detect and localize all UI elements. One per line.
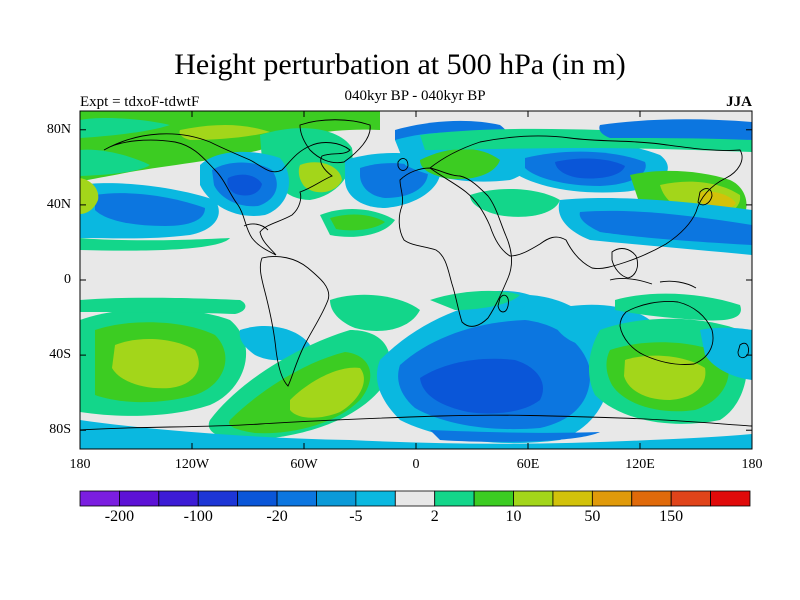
colorbar-label: 50 [584,508,601,525]
x-tick-label: 180 [741,457,763,472]
contour-darkblue-southocean [420,358,543,414]
colorbar-swatch [276,490,317,507]
coastline-australia [619,301,714,365]
coastline-uk [397,158,409,171]
axis-tickmarks [79,111,753,449]
colorbar-label: -100 [183,508,213,525]
colorbar-swatch [355,490,396,507]
coastlines [80,119,752,431]
chart-title: Height perturbation at 500 hPa (in m) [174,48,626,81]
contour-green-atl-yellow [330,214,385,231]
x-tick-label: 180 [69,457,91,472]
contour-yellowgreen-greenland [298,162,342,193]
coastline-southeast-asia [611,248,639,279]
y-tick-label: 0 [64,272,71,287]
coastline-indonesia [609,277,697,289]
contour-yellow-aus [624,355,706,400]
coastline-antarctica [80,414,752,431]
contour-green-mideast [470,188,560,217]
contour-cyan-antarctic [80,420,752,449]
contour-blue-npac-east [579,210,752,245]
colorbar-swatch [79,490,120,507]
y-tick-label: 40N [46,196,71,212]
colorbar-swatch [552,490,593,507]
colorbar-swatch [473,490,514,507]
colorbar-swatch [513,490,554,507]
colorbar-swatch [591,490,633,507]
contour-fields [80,111,752,449]
colorbar-label: 10 [505,508,522,525]
contour-yellow-sp-west [112,338,199,389]
colorbar-label: -200 [104,508,135,525]
coastline-north-america [103,133,351,256]
coastline-europe-africa [398,167,513,327]
x-tick-label: 120W [174,457,210,472]
colorbar-swatch [434,490,475,507]
x-tick-label: 0 [412,457,420,472]
colorbar-swatch [119,490,160,507]
chart-subtitle: 040kyr BP - 040kyr BP [344,88,486,104]
contour-yellow-satl [290,367,364,418]
colorbar-swatch [670,490,711,507]
coastline-eurasia [429,135,743,269]
coastline-greenland [299,119,371,164]
colorbar-swatch [197,490,239,507]
contour-green-satl-east [330,294,420,331]
colorbar [79,490,751,507]
colorbar-swatch [316,490,357,507]
x-tick-label: 60E [516,457,540,472]
contour-blue-antarctic [430,430,600,442]
contour-green-sam-band [80,297,246,314]
colorbar-label: -5 [349,508,363,525]
y-tick-label: 40S [49,347,71,363]
x-tick-label: 60W [290,457,318,472]
colorbar-swatch [158,490,199,507]
colorbar-swatch [631,490,672,507]
y-tick-label: 80S [49,422,71,438]
colorbar-swatch [237,490,278,507]
colorbar-swatch [710,490,751,507]
contour-green-npac-band [80,149,150,176]
x-tick-label: 120E [625,457,655,472]
colorbar-label: 2 [430,508,439,525]
contour-green-aus-north [615,293,741,321]
contour-lightgreen-na-north [179,125,270,140]
contour-blue-atl [360,163,428,198]
contour-lightgreen-pacific-east [80,117,170,138]
contour-green-siberia [420,148,500,180]
colorbar-label: 150 [659,508,684,525]
coastline-japan [697,188,713,206]
contour-blue-asia-north [599,119,752,140]
y-tick-label: 80N [46,121,71,137]
coastline-madagascar [497,294,509,313]
contour-darkblue-asia [555,158,625,179]
experiment-label: Expt = tdxoF-tdwtF [80,94,200,110]
colorbar-label: -20 [266,508,288,525]
coastline-caribbean [243,223,269,231]
coastline-south-america [259,256,330,387]
season-label: JJA [726,94,752,110]
coastline-new-zealand [737,342,749,359]
contour-darkblue-na [227,174,262,196]
contour-green-indian-north [430,290,520,310]
contour-green-subtrop-band [80,238,230,251]
colorbar-swatch [394,490,436,507]
contour-blue-npac [95,193,205,226]
